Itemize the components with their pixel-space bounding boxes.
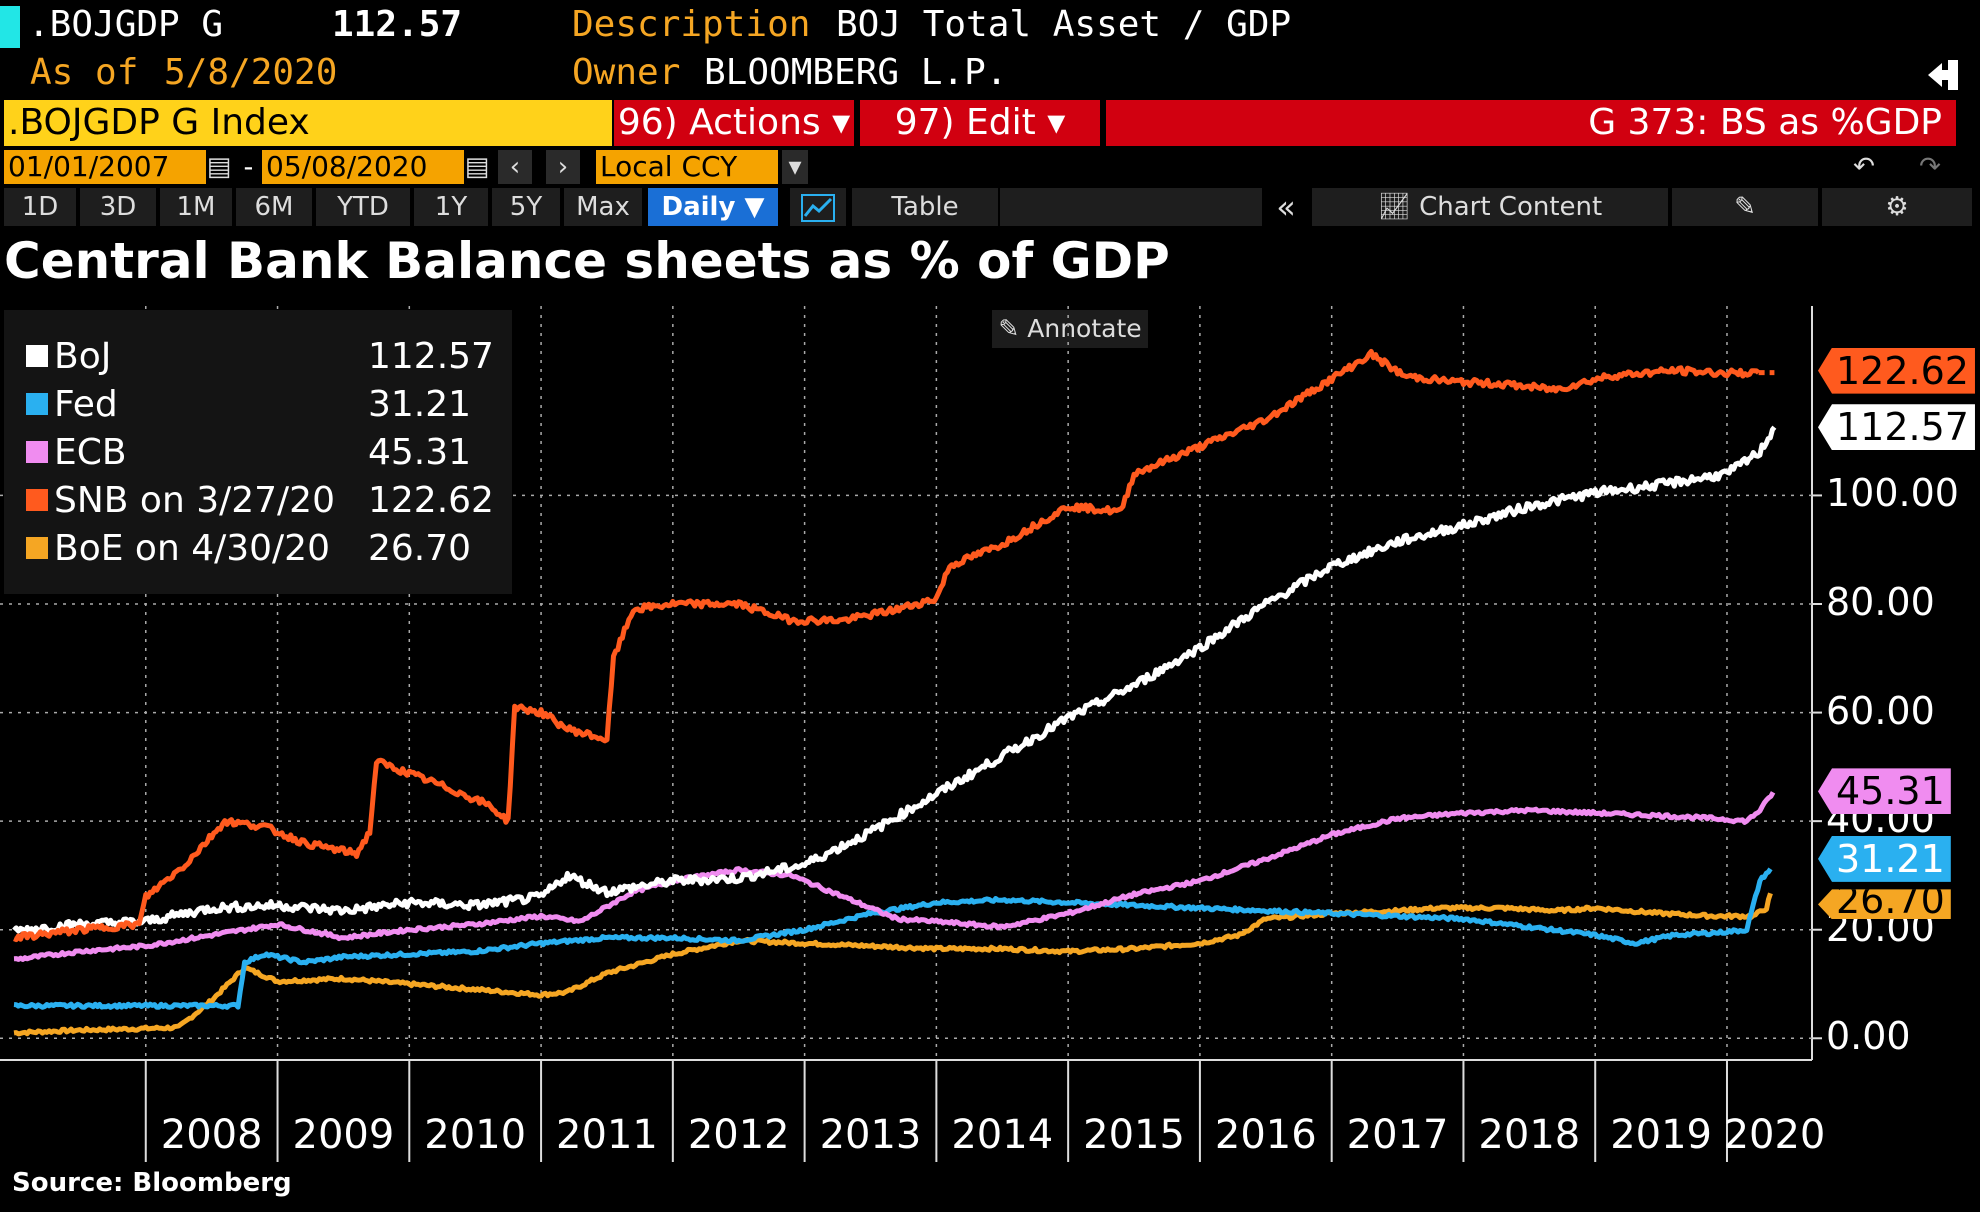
legend-item-ecb[interactable]: ECB 45.31 bbox=[26, 432, 471, 473]
range-tab-5y[interactable]: 5Y bbox=[492, 188, 560, 226]
export-icon[interactable] bbox=[1926, 56, 1962, 94]
x-tick-label: 2018 bbox=[1478, 1112, 1581, 1158]
legend-label: ECB bbox=[54, 432, 127, 473]
legend-label: Fed bbox=[54, 384, 118, 425]
x-tick-label: 2019 bbox=[1610, 1112, 1712, 1158]
source-note: Source: Bloomberg bbox=[12, 1168, 292, 1198]
actions-menu[interactable]: 96) Actions ▾ bbox=[614, 100, 854, 146]
legend-swatch bbox=[26, 489, 48, 511]
legend-item-snb[interactable]: SNB on 3/27/20 122.62 bbox=[26, 480, 494, 521]
legend-value: 26.70 bbox=[368, 528, 472, 569]
security-input[interactable]: .BOJGDP G Index bbox=[4, 100, 612, 146]
legend-label: BoE on 4/30/20 bbox=[54, 528, 330, 569]
end-date-input[interactable]: 05/08/2020 bbox=[262, 150, 466, 184]
x-tick-label: 2010 bbox=[424, 1112, 527, 1158]
last-value-tag-fed: 31.21 bbox=[1818, 835, 1951, 882]
legend-value: 122.62 bbox=[368, 480, 494, 521]
legend-item-boj[interactable]: BoJ 112.57 bbox=[26, 336, 494, 377]
x-tick-label: 2011 bbox=[556, 1112, 658, 1158]
legend-value: 45.31 bbox=[368, 432, 472, 473]
edit-chart-icon[interactable]: ✎ bbox=[1672, 188, 1818, 226]
y-tick-label: 100.00 bbox=[1826, 471, 1959, 516]
range-tab-ytd[interactable]: YTD bbox=[316, 188, 410, 226]
annotate-label: Annotate bbox=[1027, 314, 1142, 343]
redo-icon[interactable]: ↷ bbox=[1902, 150, 1958, 184]
x-tick-label: 2020 bbox=[1723, 1112, 1826, 1158]
chart-content-icon: 📈︎ bbox=[1377, 192, 1420, 222]
owner-label: Owner bbox=[572, 52, 681, 93]
asof-label: As of bbox=[30, 52, 139, 93]
y-tick-label: 80.00 bbox=[1826, 580, 1935, 624]
ticker-price: 112.57 bbox=[332, 4, 463, 45]
annotate-button[interactable]: ✎ Annotate bbox=[992, 310, 1148, 348]
range-tab-1y[interactable]: 1Y bbox=[414, 188, 488, 226]
x-tick-label: 2009 bbox=[292, 1112, 395, 1158]
legend-value: 31.21 bbox=[368, 384, 472, 425]
edit-menu[interactable]: 97) Edit ▾ bbox=[860, 100, 1100, 146]
range-tab-1m[interactable]: 1M bbox=[160, 188, 232, 226]
chart-content-label: Chart Content bbox=[1419, 192, 1603, 222]
function-title: G 373: BS as %GDP bbox=[1106, 100, 1956, 146]
y-tick-label: 0.00 bbox=[1826, 1014, 1911, 1059]
toolbar-spacer bbox=[1000, 188, 1262, 226]
currency-select[interactable]: Local CCY bbox=[596, 150, 778, 184]
legend-item-fed[interactable]: Fed 31.21 bbox=[26, 384, 471, 425]
description-value: BOJ Total Asset / GDP bbox=[836, 4, 1292, 45]
x-tick-label: 2012 bbox=[687, 1112, 790, 1158]
chart-content-button[interactable]: 📈︎ Chart Content bbox=[1312, 188, 1668, 226]
pencil-icon: ✎ bbox=[998, 314, 1028, 343]
series-line-snb bbox=[13, 348, 1761, 943]
asof-date: 5/8/2020 bbox=[164, 52, 338, 93]
description-label: Description bbox=[572, 4, 811, 45]
chart-title: Central Bank Balance sheets as % of GDP bbox=[4, 232, 1170, 290]
end-calendar-icon[interactable]: ▤ bbox=[464, 150, 490, 184]
last-value-tag-boj: 112.57 bbox=[1818, 404, 1975, 451]
series-line-boe bbox=[13, 892, 1773, 1037]
chart-type-icon[interactable] bbox=[790, 188, 846, 226]
legend-swatch bbox=[26, 345, 48, 367]
next-period-button[interactable]: › bbox=[546, 150, 580, 184]
legend-swatch bbox=[26, 393, 48, 415]
legend-item-boe[interactable]: BoE on 4/30/20 26.70 bbox=[26, 528, 471, 569]
series-line-ecb bbox=[13, 791, 1776, 962]
x-tick-label: 2017 bbox=[1346, 1112, 1449, 1158]
x-tick-label: 2016 bbox=[1214, 1112, 1317, 1158]
range-tab-1d[interactable]: 1D bbox=[4, 188, 76, 226]
table-button[interactable]: Table bbox=[852, 188, 998, 226]
ticker-symbol: .BOJGDP G bbox=[28, 4, 224, 45]
collapse-icon[interactable]: « bbox=[1266, 188, 1306, 226]
legend-value: 112.57 bbox=[368, 336, 494, 377]
owner-value: BLOOMBERG L.P. bbox=[704, 52, 1008, 93]
start-calendar-icon[interactable]: ▤ bbox=[206, 150, 232, 184]
currency-dropdown-icon[interactable]: ▾ bbox=[782, 150, 808, 184]
range-tab-6m[interactable]: 6M bbox=[236, 188, 312, 226]
chart-legend: BoJ 112.57 Fed 31.21 ECB 45.31 SNB on 3/27/20 1… bbox=[4, 310, 512, 594]
last-value-tag-boe: 26.70 bbox=[1818, 889, 1951, 920]
last-value-tag-ecb: 45.31 bbox=[1818, 768, 1951, 815]
start-date-input[interactable]: 01/01/2007 bbox=[4, 150, 206, 184]
prev-period-button[interactable]: ‹ bbox=[498, 150, 532, 184]
ticker-marker bbox=[0, 6, 20, 48]
date-dash: - bbox=[240, 150, 257, 183]
x-tick-label: 2015 bbox=[1083, 1112, 1185, 1158]
settings-gear-icon[interactable]: ⚙ bbox=[1822, 188, 1972, 226]
legend-swatch bbox=[26, 441, 48, 463]
range-tab-3d[interactable]: 3D bbox=[80, 188, 156, 226]
legend-swatch bbox=[26, 537, 48, 559]
last-value-tag-snb: 122.62 bbox=[1818, 347, 1975, 394]
undo-icon[interactable]: ↶ bbox=[1836, 150, 1892, 184]
series-line-boj bbox=[12, 425, 1777, 936]
range-tab-max[interactable]: Max bbox=[564, 188, 642, 226]
frequency-select[interactable]: Daily ▼ bbox=[648, 188, 778, 226]
x-tick-label: 2013 bbox=[819, 1112, 922, 1158]
y-tick-label: 60.00 bbox=[1826, 688, 1935, 733]
legend-label: SNB on 3/27/20 bbox=[54, 480, 335, 521]
series-line-fed bbox=[13, 867, 1773, 1010]
legend-label: BoJ bbox=[54, 336, 112, 377]
x-tick-label: 2008 bbox=[160, 1112, 263, 1158]
x-tick-label: 2014 bbox=[951, 1112, 1054, 1158]
